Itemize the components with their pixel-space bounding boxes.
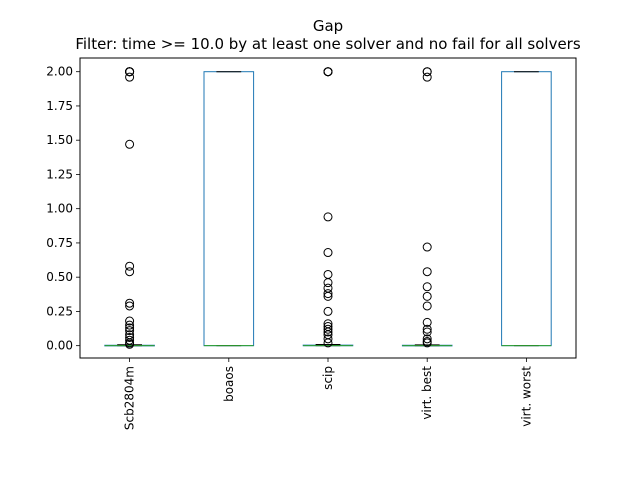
x-tick-label: virt. best <box>420 366 434 420</box>
outlier-point <box>422 282 432 292</box>
outlier-point <box>125 339 135 349</box>
x-tick-label: scip <box>321 366 335 390</box>
y-tick-label: 1.75 <box>46 99 73 113</box>
outlier-point <box>125 301 135 311</box>
outlier-point <box>422 301 432 311</box>
box-group <box>401 67 453 348</box>
outlier-point <box>323 289 333 299</box>
outlier-point <box>323 327 333 337</box>
outlier-point <box>125 326 135 336</box>
y-tick-label: 0.50 <box>46 270 73 284</box>
outlier-point <box>125 298 135 308</box>
x-axis: Scb2804m boaos scip virt. best virt. worst <box>123 358 533 430</box>
box-group <box>501 71 552 347</box>
outlier-point <box>323 338 333 348</box>
box-group <box>104 67 155 349</box>
outlier-point <box>422 267 432 277</box>
chart-title: Gap <box>313 17 343 35</box>
outlier-point <box>125 320 135 330</box>
box-iqr <box>203 71 255 347</box>
x-tick-label: boaos <box>222 366 236 402</box>
outlier-point <box>323 306 333 316</box>
y-tick-label: 1.00 <box>46 202 73 216</box>
outlier-point <box>125 72 135 82</box>
y-tick-label: 0.25 <box>46 304 73 318</box>
outlier-point <box>323 248 333 258</box>
y-tick-label: 2.00 <box>46 65 73 79</box>
x-tick-label: Scb2804m <box>123 366 137 430</box>
outlier-point <box>323 291 333 301</box>
x-tick-label: virt. worst <box>519 366 533 427</box>
outlier-point <box>323 278 333 288</box>
y-tick-label: 0.00 <box>46 339 73 353</box>
plot-marks <box>104 67 552 349</box>
y-tick-label: 0.75 <box>46 236 73 250</box>
outlier-point <box>125 67 135 77</box>
outlier-point <box>422 327 432 337</box>
outlier-point <box>125 335 135 345</box>
outlier-point <box>422 338 432 348</box>
outlier-point <box>422 67 432 77</box>
outlier-point <box>323 212 333 222</box>
outlier-point <box>422 242 432 252</box>
outlier-point <box>422 324 432 334</box>
outlier-point <box>125 139 135 149</box>
outlier-point <box>323 334 333 344</box>
outlier-point <box>125 323 135 333</box>
box-group <box>302 67 354 348</box>
box-iqr <box>501 71 552 347</box>
y-tick-label: 1.25 <box>46 167 73 181</box>
outlier-point <box>323 324 333 334</box>
y-tick-label: 1.50 <box>46 133 73 147</box>
box-group <box>203 71 255 347</box>
outlier-point <box>125 332 135 342</box>
outlier-point <box>422 291 432 301</box>
outlier-point <box>125 267 135 277</box>
outlier-point <box>323 269 333 279</box>
y-axis: 0.00 0.25 0.50 0.75 1.00 1.25 1.50 1.75 2.00 <box>46 65 80 353</box>
outlier-point <box>125 261 135 271</box>
outlier-point <box>125 316 135 326</box>
outlier-point <box>422 317 432 327</box>
outlier-point <box>422 334 432 344</box>
outlier-point <box>422 72 432 82</box>
chart-subtitle: Filter: time >= 10.0 by at least one sol… <box>75 35 581 53</box>
outlier-point <box>323 67 333 77</box>
